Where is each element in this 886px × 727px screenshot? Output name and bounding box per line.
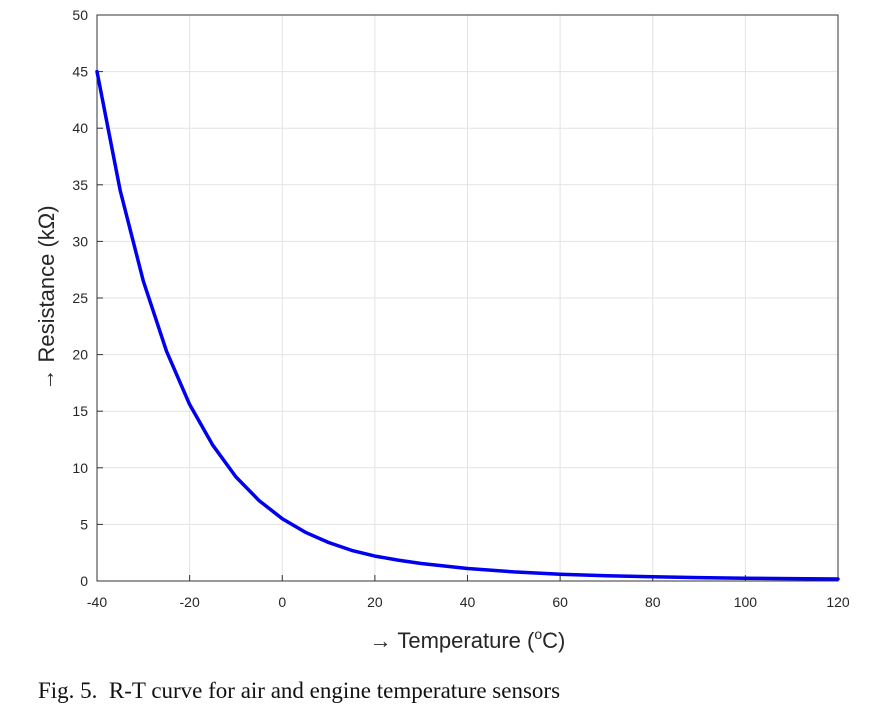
- x-tick-label: 80: [645, 594, 661, 610]
- x-tick-label: -40: [87, 594, 107, 610]
- y-axis-label: → Resistance (kΩ): [34, 205, 59, 390]
- y-tick-label: 10: [72, 460, 88, 476]
- x-tick-label: 100: [734, 594, 758, 610]
- y-tick-label: 15: [72, 403, 88, 419]
- rt-curve-chart: -40 -20 0 20 40 60 80 100 120 0 5 10 15 20 25 30 35 40 45 5…: [34, 7, 850, 653]
- tick-labels: -40 -20 0 20 40 60 80 100 120 0 5 10 15 20 25 30 35 40 45 5…: [72, 7, 849, 610]
- series-layer: [95, 69, 840, 581]
- x-tick-label: 120: [826, 594, 850, 610]
- y-tick-label: 45: [72, 64, 88, 80]
- y-tick-label: 5: [80, 516, 88, 532]
- x-tick-label: 60: [552, 594, 568, 610]
- x-tick-label: 40: [460, 594, 476, 610]
- y-tick-label: 30: [72, 233, 88, 249]
- x-axis-label: → Temperature (oC): [370, 626, 566, 653]
- figure-caption: Fig. 5. R-T curve for air and engine tem…: [38, 678, 561, 703]
- x-axis-label-degree: o: [534, 626, 542, 642]
- series-line: [95, 69, 840, 581]
- x-axis-label-prefix: → Temperature (: [370, 628, 535, 653]
- y-tick-label: 50: [72, 7, 88, 23]
- x-tick-label: -20: [180, 594, 200, 610]
- y-tick-label: 20: [72, 347, 88, 363]
- grid: [96, 14, 839, 582]
- y-tick-label: 35: [72, 177, 88, 193]
- y-tick-label: 0: [80, 573, 88, 589]
- x-tick-label: 0: [278, 594, 286, 610]
- y-tick-label: 40: [72, 120, 88, 136]
- x-tick-label: 20: [367, 594, 383, 610]
- x-axis-label-suffix: C): [542, 628, 565, 653]
- y-tick-label: 25: [72, 290, 88, 306]
